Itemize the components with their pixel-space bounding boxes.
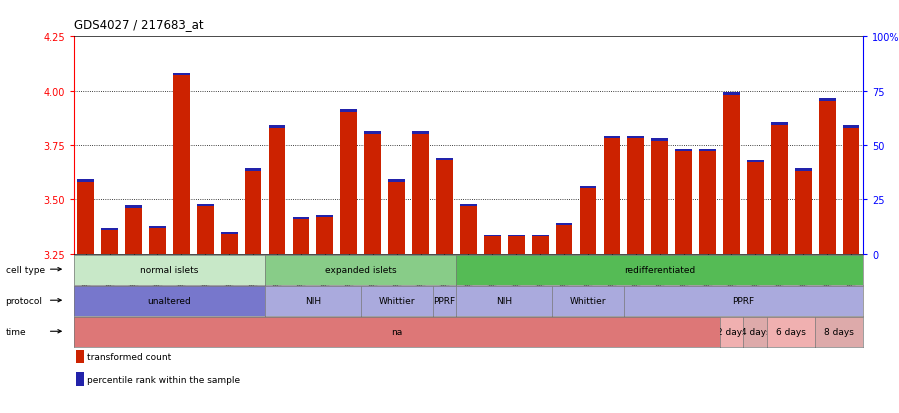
Bar [412, 132, 429, 135]
Bar [556, 224, 573, 226]
Text: 8 days: 8 days [824, 328, 854, 337]
Bar [484, 237, 501, 254]
Bar [364, 132, 381, 135]
Bar [771, 126, 788, 254]
Bar [795, 169, 812, 172]
Bar [771, 123, 788, 126]
Text: GDS4027 / 217683_at: GDS4027 / 217683_at [74, 18, 203, 31]
Bar [628, 139, 645, 254]
Bar [173, 74, 190, 76]
Bar [221, 233, 237, 235]
Bar [316, 217, 334, 254]
Bar [580, 189, 596, 254]
Bar [102, 230, 118, 254]
Text: 2 days: 2 days [717, 328, 746, 337]
Bar [460, 206, 476, 254]
Bar [747, 161, 764, 163]
Text: unaltered: unaltered [147, 297, 191, 306]
Bar [508, 237, 525, 254]
Text: Whittier: Whittier [378, 297, 414, 306]
Text: redifferentiated: redifferentiated [624, 266, 695, 275]
Bar [77, 183, 94, 254]
Text: normal islets: normal islets [140, 266, 199, 275]
Text: Whittier: Whittier [570, 297, 606, 306]
Bar [699, 152, 716, 254]
Bar [436, 158, 453, 161]
Bar [675, 150, 692, 152]
Bar [723, 96, 740, 254]
Text: expanded islets: expanded islets [325, 266, 396, 275]
Bar [76, 349, 85, 363]
Bar [842, 126, 859, 128]
Bar [484, 235, 501, 237]
Bar [628, 136, 645, 139]
Bar [197, 206, 214, 254]
Bar [292, 217, 309, 219]
Text: cell type: cell type [5, 265, 45, 274]
Bar [245, 172, 262, 254]
Bar [125, 206, 142, 209]
Bar [149, 228, 165, 254]
Bar [102, 228, 118, 230]
Bar [316, 215, 334, 217]
Text: NIH: NIH [305, 297, 321, 306]
Bar [652, 141, 668, 254]
Bar [580, 186, 596, 189]
Bar [603, 139, 620, 254]
Bar [221, 235, 237, 254]
Bar [532, 235, 548, 237]
Bar [652, 139, 668, 141]
Bar [269, 125, 285, 128]
Bar [699, 150, 716, 152]
Bar [341, 113, 357, 254]
Bar [76, 372, 85, 387]
Text: transformed count: transformed count [87, 351, 172, 361]
Bar [675, 152, 692, 254]
Bar [508, 235, 525, 237]
Text: NIH: NIH [496, 297, 512, 306]
Bar [603, 136, 620, 139]
Bar [795, 172, 812, 254]
Bar [173, 76, 190, 254]
Text: percentile rank within the sample: percentile rank within the sample [87, 375, 240, 384]
Bar [341, 110, 357, 113]
Text: 4 days: 4 days [741, 328, 770, 337]
Bar [197, 204, 214, 206]
Bar [532, 237, 548, 254]
Bar [292, 219, 309, 254]
Bar [125, 209, 142, 254]
Bar [388, 183, 405, 254]
Text: PPRF: PPRF [733, 297, 754, 306]
Text: na: na [391, 328, 402, 337]
Text: time: time [5, 327, 26, 336]
Bar [723, 93, 740, 96]
Text: protocol: protocol [5, 296, 42, 305]
Bar [819, 99, 835, 102]
Bar [388, 179, 405, 183]
Text: PPRF: PPRF [433, 297, 456, 306]
Bar [149, 226, 165, 228]
Bar [245, 169, 262, 172]
Bar [412, 135, 429, 254]
Text: 6 days: 6 days [777, 328, 806, 337]
Bar [842, 128, 859, 254]
Bar [819, 102, 835, 254]
Bar [747, 163, 764, 254]
Bar [556, 226, 573, 254]
Bar [77, 179, 94, 183]
Bar [436, 161, 453, 254]
Bar [460, 204, 476, 206]
Bar [364, 135, 381, 254]
Bar [269, 128, 285, 254]
